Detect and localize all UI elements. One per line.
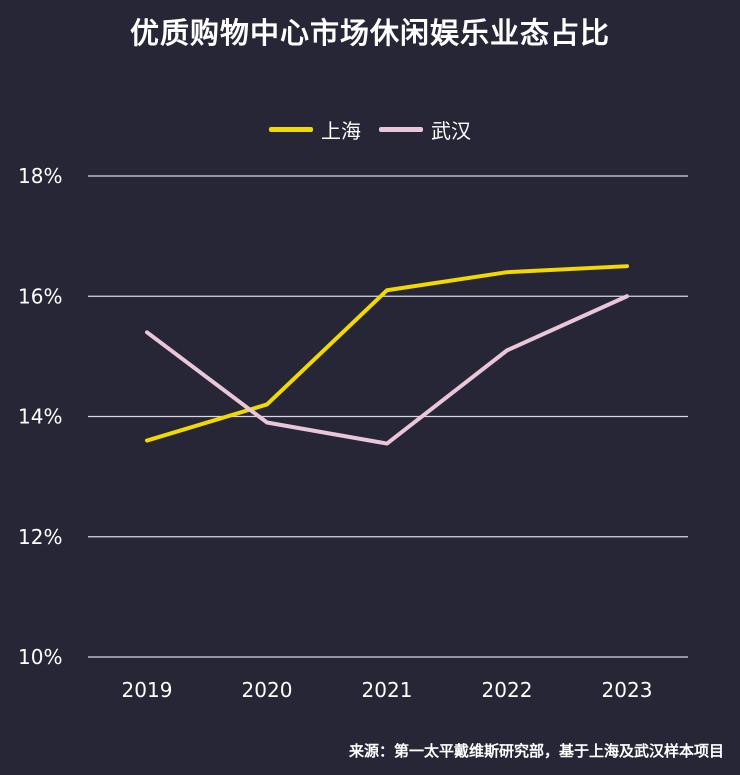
chart-title: 优质购物中心市场休闲娱乐业态占比 <box>129 16 610 50</box>
y-tick-label-10: 10% <box>18 645 62 669</box>
y-tick-label-18: 18% <box>18 164 62 188</box>
x-tick-label-2022: 2022 <box>482 678 533 702</box>
y-tick-label-16: 16% <box>18 284 62 308</box>
x-tick-label-2019: 2019 <box>122 678 173 702</box>
legend: 上海 武汉 <box>0 112 740 146</box>
series-line-0 <box>145 264 629 443</box>
legend-swatch-wuhan <box>379 126 423 132</box>
x-tick-label-2021: 2021 <box>362 678 413 702</box>
x-tick-label-2023: 2023 <box>602 678 653 702</box>
series-line-1 <box>145 294 629 446</box>
legend-swatch-shanghai <box>269 126 313 132</box>
legend-item-wuhan: 武汉 <box>379 115 471 144</box>
legend-item-shanghai: 上海 <box>269 115 361 144</box>
y-tick-label-12: 12% <box>18 525 62 549</box>
source-note: 来源：第一太平戴维斯研究部，基于上海及武汉样本项目 <box>348 742 724 760</box>
x-tick-label-2020: 2020 <box>242 678 293 702</box>
y-tick-label-14: 14% <box>18 405 62 429</box>
legend-label-shanghai: 上海 <box>321 118 361 143</box>
legend-label-wuhan: 武汉 <box>431 118 471 143</box>
